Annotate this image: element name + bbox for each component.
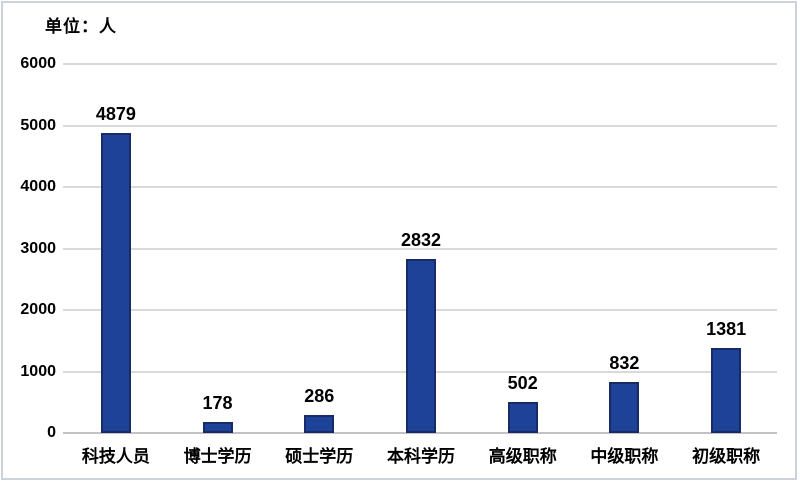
bar [711, 348, 742, 433]
gridline [63, 124, 777, 127]
x-axis-category-label: 中级职称 [590, 447, 659, 466]
bar-value-label: 178 [202, 393, 233, 414]
x-axis-category-label: 博士学历 [183, 447, 252, 466]
y-axis-tick-label: 3000 [20, 239, 56, 257]
y-axis-tick-label: 0 [47, 424, 56, 441]
x-axis-category-label: 硕士学历 [285, 447, 354, 466]
bar-value-label: 4879 [95, 103, 136, 124]
unit-label: 单位：人 [45, 17, 117, 36]
bar [304, 415, 335, 433]
y-axis-tick-label: 4000 [20, 178, 56, 195]
gridline [63, 63, 777, 65]
bar [202, 422, 233, 433]
plot-area: 4879 178 286 2832 502 832 1381 [63, 63, 777, 434]
y-axis-tick-label: 5000 [20, 116, 56, 134]
x-axis-category-label: 科技人员 [81, 447, 150, 466]
bar-value-label: 832 [609, 352, 640, 373]
bar-value-label: 2832 [400, 229, 442, 250]
gridline [63, 247, 777, 250]
y-axis-tick-label: 1000 [20, 362, 56, 380]
bar [100, 132, 131, 433]
y-axis-tick-label: 6000 [20, 55, 56, 72]
gridline [63, 186, 777, 188]
bar-value-label: 1381 [706, 319, 747, 340]
x-axis-category-label: 初级职称 [692, 447, 761, 466]
bar [609, 381, 640, 433]
bar [406, 258, 436, 433]
x-axis-line [63, 432, 777, 434]
x-axis-category-label: 高级职称 [488, 447, 557, 466]
y-axis-tick-label: 2000 [20, 301, 56, 318]
x-axis-category-label: 本科学历 [387, 447, 455, 466]
bar-value-label: 286 [304, 386, 335, 407]
bar [507, 402, 538, 433]
bar-value-label: 502 [507, 373, 538, 394]
